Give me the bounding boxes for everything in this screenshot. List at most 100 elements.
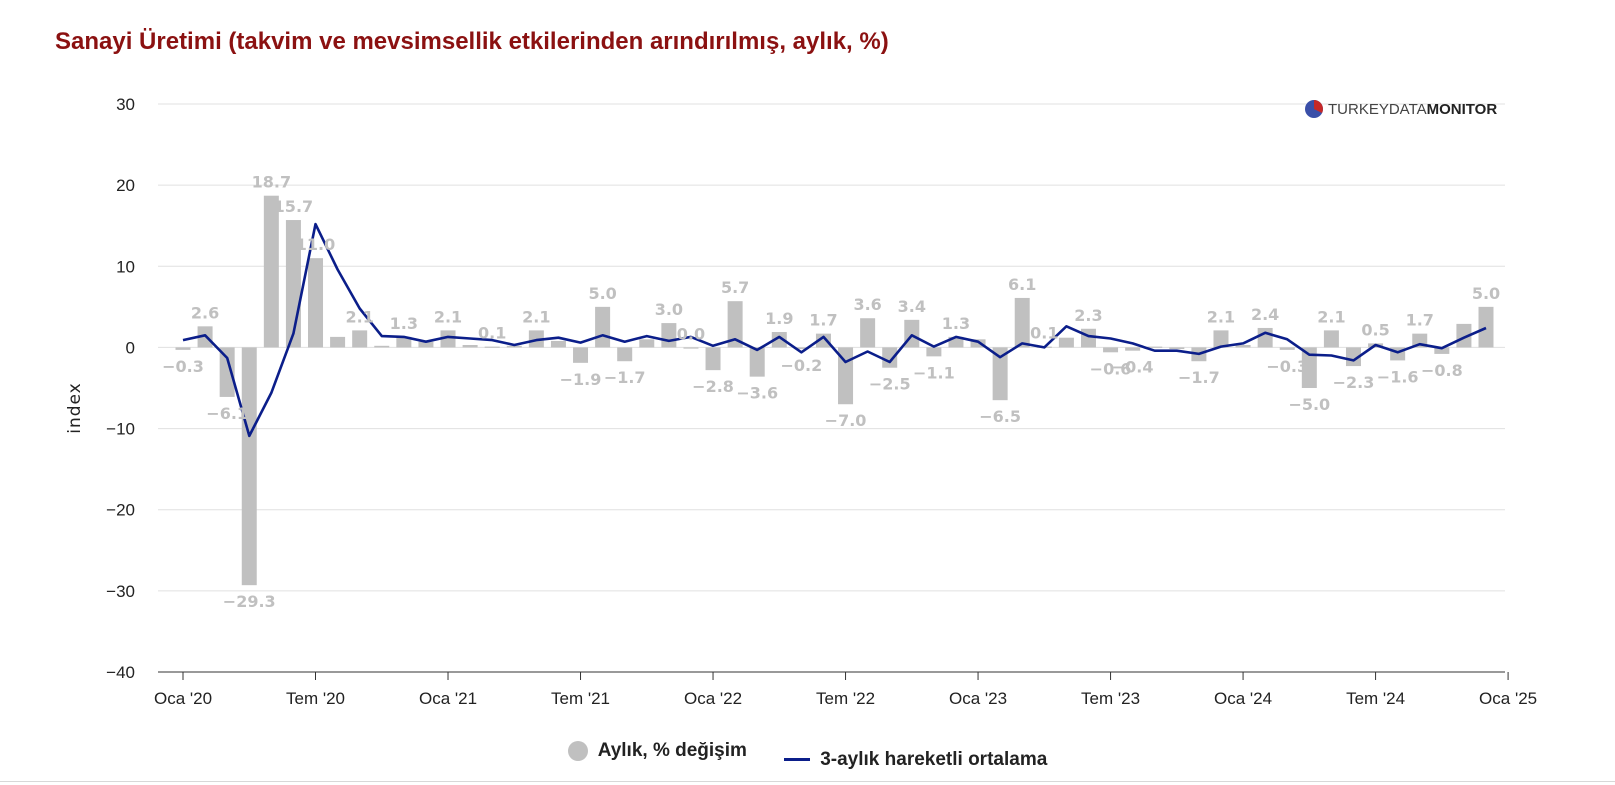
bar[interactable]: [550, 340, 566, 348]
bar[interactable]: [926, 347, 942, 357]
chart-title: Sanayi Üretimi (takvim ve mevsimsellik e…: [55, 28, 889, 55]
bar-data-label: −0.8: [1421, 361, 1463, 380]
logo-text-part1: TURKEYDATA: [1328, 101, 1427, 118]
bar-data-label: −3.6: [736, 384, 778, 403]
bar-data-label: −0.3: [1266, 357, 1308, 376]
bar-data-label: 2.1: [522, 307, 550, 326]
bar-data-label: 3.0: [655, 300, 683, 319]
bar[interactable]: [948, 336, 964, 348]
x-tick-label: Tem '20: [286, 689, 345, 708]
bar[interactable]: [1058, 337, 1074, 348]
bar[interactable]: [705, 347, 721, 371]
bar-data-label: 1.7: [809, 311, 837, 330]
x-tick-label: Oca '22: [684, 689, 742, 708]
bar[interactable]: [1279, 347, 1295, 350]
bar-data-label: 1.3: [390, 314, 418, 333]
bar[interactable]: [727, 301, 743, 348]
bar[interactable]: [462, 344, 478, 348]
bar-series: [175, 195, 1494, 586]
bar-data-label: 5.0: [1472, 284, 1500, 303]
legend-line-icon: [784, 758, 811, 761]
bar-data-label: 15.7: [274, 197, 313, 216]
bar[interactable]: [661, 323, 677, 348]
bar-data-label: 2.4: [1251, 305, 1279, 324]
bar[interactable]: [1080, 328, 1096, 348]
bar[interactable]: [219, 347, 235, 397]
bar-data-label: 3.6: [853, 295, 881, 314]
bar[interactable]: [815, 333, 831, 348]
bar[interactable]: [860, 318, 876, 348]
y-tick-label: 10: [116, 257, 135, 276]
axes: 30 20 10 0 −10 −20 −30 −40 Oca '20 Tem '20 Oca '21…: [65, 95, 1537, 708]
bar[interactable]: [1213, 330, 1229, 348]
bottom-divider: [0, 781, 1615, 782]
bar[interactable]: [683, 347, 699, 349]
bar[interactable]: [263, 195, 279, 348]
bar-data-label: 1.9: [765, 309, 793, 328]
bar[interactable]: [1235, 344, 1251, 348]
bar[interactable]: [330, 336, 346, 348]
bar[interactable]: [175, 347, 191, 350]
bar[interactable]: [595, 306, 611, 348]
legend-item-line[interactable]: 3-aylık hareketli ortalama: [784, 749, 1047, 771]
bar-data-label: 1.3: [942, 314, 970, 333]
bar-data-label: 2.1: [346, 307, 374, 326]
bar-data-label: −0.3: [162, 357, 204, 376]
bar[interactable]: [1456, 323, 1472, 348]
y-tick-label: −20: [106, 501, 135, 520]
bar[interactable]: [882, 347, 898, 368]
logo-text: TURKEYDATAMONITOR: [1328, 101, 1497, 118]
bar[interactable]: [374, 345, 390, 348]
bar[interactable]: [573, 347, 589, 363]
bar[interactable]: [308, 258, 324, 348]
bar[interactable]: [1147, 346, 1163, 348]
legend-bar-label: Aylık, % değişim: [597, 740, 747, 761]
bar[interactable]: [1257, 327, 1273, 348]
y-tick-label: 30: [116, 95, 135, 114]
bar[interactable]: [1323, 330, 1339, 348]
legend-item-bars[interactable]: Aylık, % değişim: [567, 740, 747, 762]
bar-data-label: 18.7: [252, 173, 291, 192]
bar[interactable]: [1169, 347, 1185, 350]
bar[interactable]: [749, 347, 765, 377]
chart-canvas: −0.3 2.6 −6.1 −29.3 18.7 15.7 11.0 2.1 1.3 2.1 0.1…: [65, 95, 1537, 708]
bar[interactable]: [793, 347, 809, 350]
bar-data-label: −0.6: [1090, 359, 1132, 378]
bar[interactable]: [1014, 297, 1030, 348]
moving-average-line[interactable]: [182, 222, 1487, 438]
bar[interactable]: [506, 345, 522, 348]
bar[interactable]: [1301, 347, 1317, 388]
bar-data-label: 2.1: [1317, 307, 1345, 326]
bar[interactable]: [1478, 306, 1494, 348]
bar[interactable]: [639, 339, 655, 348]
bar[interactable]: [1103, 347, 1119, 353]
bar[interactable]: [1345, 347, 1361, 367]
logo-text-part2: MONITOR: [1427, 101, 1498, 118]
bar[interactable]: [352, 330, 368, 348]
bar[interactable]: [617, 347, 633, 362]
bar-data-label: −0.2: [780, 356, 822, 375]
bar-data-label: −5.0: [1288, 395, 1330, 414]
bar-data-label: −1.7: [1178, 368, 1220, 387]
bar[interactable]: [484, 346, 500, 348]
bar[interactable]: [440, 330, 456, 348]
bar-data-label: −2.3: [1333, 373, 1375, 392]
bar[interactable]: [970, 339, 986, 348]
bar[interactable]: [241, 347, 257, 586]
bar[interactable]: [771, 332, 787, 348]
bar-data-label: 2.6: [191, 303, 219, 322]
y-tick-label: −40: [106, 663, 135, 682]
bar-data-label: 6.1: [1008, 275, 1036, 294]
bar[interactable]: [1125, 347, 1141, 351]
bar-data-label: 0.5: [1361, 320, 1389, 339]
bar-data-label: −1.6: [1377, 367, 1419, 386]
bar[interactable]: [396, 336, 412, 348]
bar-data-label: −0.4: [1112, 358, 1154, 377]
bar[interactable]: [418, 341, 434, 348]
bar[interactable]: [1434, 347, 1450, 354]
bar-data-label: −29.3: [223, 592, 276, 611]
bar[interactable]: [992, 347, 1008, 401]
bar-data-label: −1.9: [560, 370, 602, 389]
bar-data-label: 2.1: [434, 307, 462, 326]
turkeydatamonitor-logo: TURKEYDATAMONITOR: [1305, 100, 1497, 118]
